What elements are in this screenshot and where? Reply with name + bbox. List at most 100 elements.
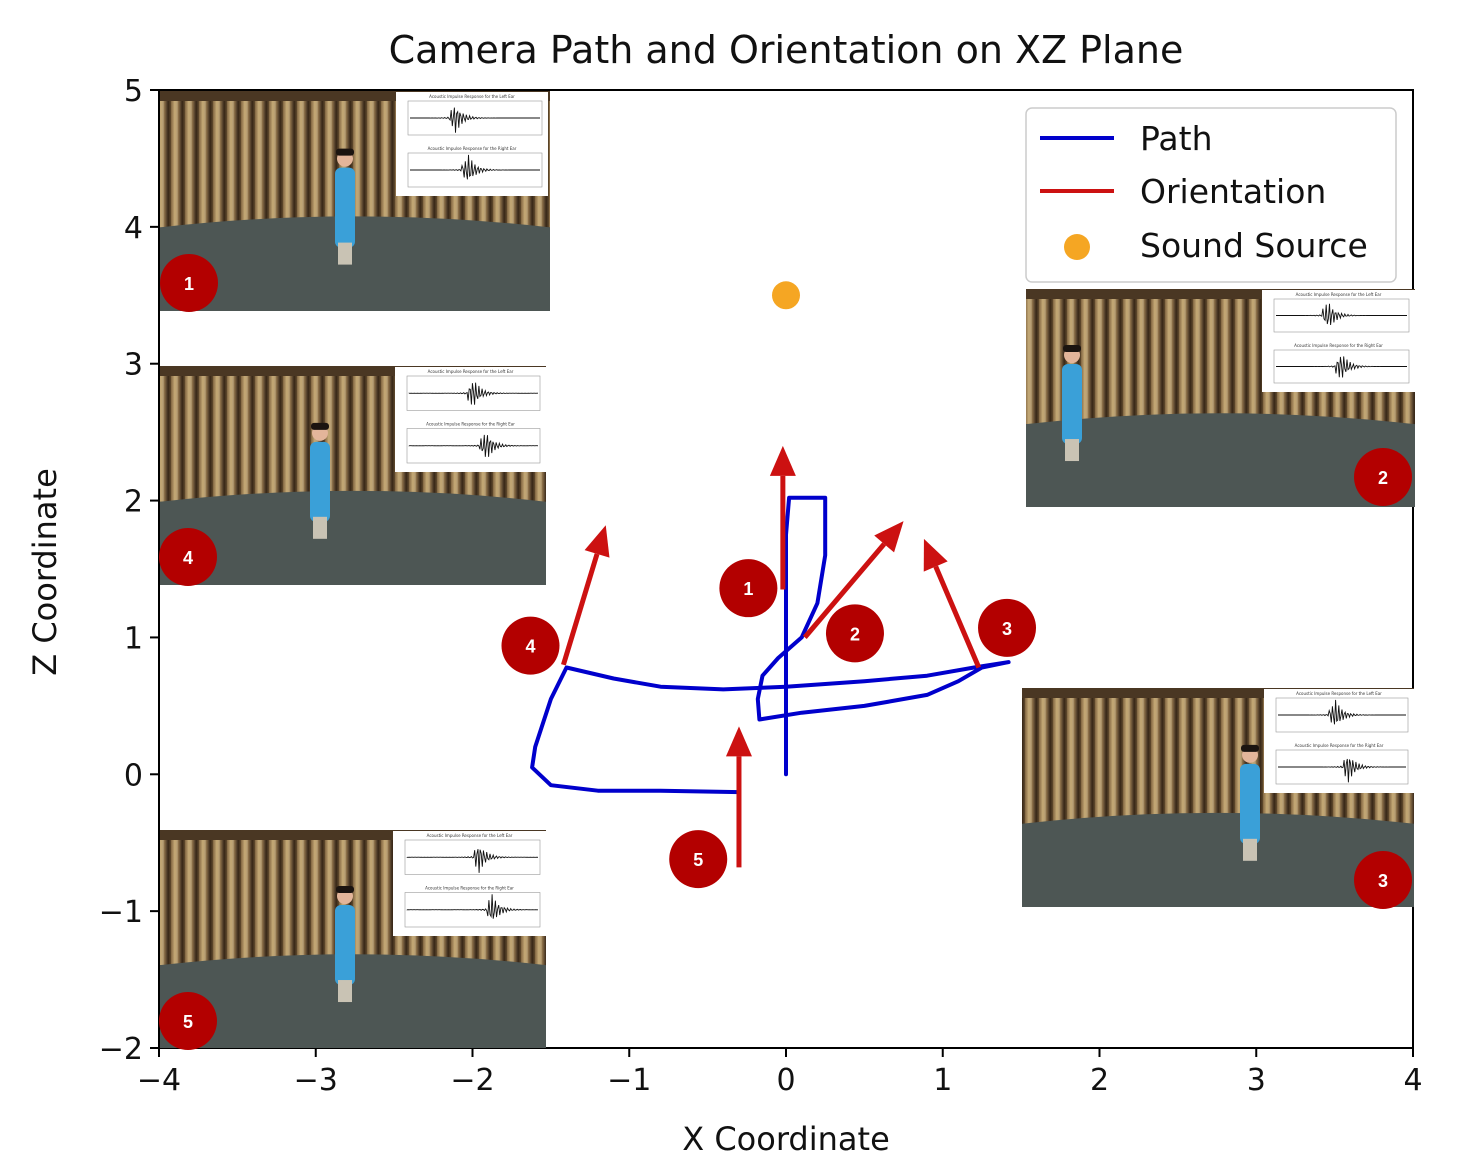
performer-hair <box>336 148 354 156</box>
x-tick-label: −1 <box>607 1063 651 1098</box>
performer-hair <box>311 422 329 430</box>
performer-skirt <box>338 242 352 265</box>
path-badge-label: 2 <box>850 624 860 644</box>
inset-thumbnails-layer: Acoustic Impulse Response for the Left E… <box>159 91 1415 1050</box>
impulse-response-panel <box>393 831 546 936</box>
path-badge-label: 3 <box>1002 619 1012 639</box>
impulse-plot-title: Acoustic Impulse Response for the Right … <box>428 146 517 151</box>
impulse-waveform <box>1276 303 1407 326</box>
stage-floor <box>1026 413 1415 507</box>
impulse-plot-title: Acoustic Impulse Response for the Right … <box>425 886 514 891</box>
inset-1: Acoustic Impulse Response for the Left E… <box>160 91 550 312</box>
performer-robe <box>335 167 355 248</box>
performer-robe <box>1062 364 1082 445</box>
impulse-waveform <box>410 154 540 180</box>
orientation-arrow-shaft-3 <box>933 565 982 669</box>
legend-sound-source-marker <box>1064 234 1090 260</box>
performer-robe <box>335 905 355 986</box>
performer-hair <box>336 886 354 894</box>
x-tick-label: 2 <box>1090 1063 1109 1098</box>
impulse-plot-title: Acoustic Impulse Response for the Left E… <box>427 833 513 838</box>
impulse-response-panel <box>1262 290 1415 392</box>
inset-badge-label: 3 <box>1378 871 1388 891</box>
impulse-waveform <box>1278 758 1406 783</box>
chart-title: Camera Path and Orientation on XZ Plane <box>389 28 1184 72</box>
inset-badge-label: 2 <box>1378 468 1388 488</box>
x-tick-label: 0 <box>776 1063 795 1098</box>
y-tick-label: 4 <box>124 211 143 246</box>
impulse-plot-frame <box>407 100 543 136</box>
inset-3: Acoustic Impulse Response for the Left E… <box>1022 688 1414 909</box>
impulse-plot-title: Acoustic Impulse Response for the Right … <box>426 422 515 427</box>
curtain-valance <box>1026 289 1415 299</box>
impulse-waveform <box>406 849 539 873</box>
path-badge-4 <box>501 616 560 675</box>
curtain-valance <box>160 830 546 840</box>
path-badge-5 <box>669 830 728 889</box>
impulse-plot-title: Acoustic Impulse Response for the Left E… <box>429 94 515 99</box>
y-axis-ticks: −2 −1 0 1 2 3 4 5 <box>99 74 159 1067</box>
impulse-response-panel <box>396 92 548 196</box>
inset-5: Acoustic Impulse Response for the Left E… <box>159 830 546 1050</box>
path-badges-layer: 1 2 3 4 5 <box>501 559 1037 889</box>
inset-badge-label: 1 <box>184 274 194 294</box>
performer-robe <box>310 441 330 522</box>
y-tick-label: 5 <box>124 74 143 109</box>
path-badge-3 <box>978 598 1037 657</box>
orientation-arrows-layer <box>561 445 982 868</box>
inset-badge-label: 5 <box>183 1012 193 1032</box>
stage-floor <box>160 954 546 1048</box>
x-tick-label: −2 <box>450 1063 494 1098</box>
orientation-arrow-head-3 <box>923 538 948 572</box>
inset-badge-label: 4 <box>183 548 193 568</box>
curtain-valance <box>160 366 546 376</box>
x-tick-label: −4 <box>137 1063 181 1098</box>
y-tick-label: 1 <box>124 621 143 656</box>
impulse-plot-frame <box>404 839 541 875</box>
impulse-waveform <box>1278 699 1406 725</box>
inset-badge-4 <box>159 528 217 586</box>
y-tick-label: −1 <box>99 895 143 930</box>
orientation-arrow-head-4 <box>584 525 610 558</box>
impulse-response-panel <box>395 367 546 472</box>
impulse-plot-frame <box>1273 298 1410 333</box>
curtain-valance <box>160 91 550 101</box>
inset-badge-1 <box>160 254 218 312</box>
impulse-waveform <box>410 107 540 133</box>
performer-hair <box>1063 345 1081 353</box>
legend-orientation-label: Orientation <box>1140 172 1326 211</box>
inset-badge-2 <box>1354 448 1412 506</box>
camera-path-line <box>530 495 1011 795</box>
path-badge-1 <box>719 559 778 618</box>
impulse-waveform <box>408 382 538 405</box>
legend: Path Orientation Sound Source <box>1025 107 1397 283</box>
x-axis-title: X Coordinate <box>682 1120 890 1158</box>
sound-source-layer <box>772 281 800 310</box>
curtain-valance <box>1022 688 1414 698</box>
impulse-waveform <box>406 894 538 919</box>
impulse-plot-frame <box>1275 697 1409 733</box>
orientation-arrow-head-2 <box>874 521 904 553</box>
impulse-plot-title: Acoustic Impulse Response for the Left E… <box>1296 292 1382 297</box>
path-badge-label: 5 <box>693 850 703 870</box>
impulse-plot-frame <box>1275 749 1409 785</box>
x-axis-ticks: −4 −3 −2 −1 0 1 2 3 4 <box>137 1048 1423 1098</box>
impulse-plot-title: Acoustic Impulse Response for the Left E… <box>428 369 514 374</box>
impulse-plot-frame <box>407 152 543 188</box>
inset-2: Acoustic Impulse Response for the Left E… <box>1026 289 1415 507</box>
performer-skirt <box>1243 838 1257 861</box>
performer-hair <box>1241 744 1259 752</box>
x-tick-label: 1 <box>933 1063 952 1098</box>
impulse-plot-title: Acoustic Impulse Response for the Right … <box>1295 743 1384 748</box>
impulse-plot-frame <box>404 892 541 928</box>
inset-4: Acoustic Impulse Response for the Left E… <box>159 366 546 586</box>
y-tick-label: 2 <box>124 485 143 520</box>
performer-robe <box>1240 763 1260 844</box>
impulse-plot-frame <box>406 428 541 464</box>
impulse-plot-frame <box>406 375 541 411</box>
legend-box <box>1025 107 1397 283</box>
y-axis-title: Z Coordinate <box>26 468 64 676</box>
impulse-waveform <box>1276 356 1407 378</box>
impulse-response-panel <box>1264 689 1414 793</box>
